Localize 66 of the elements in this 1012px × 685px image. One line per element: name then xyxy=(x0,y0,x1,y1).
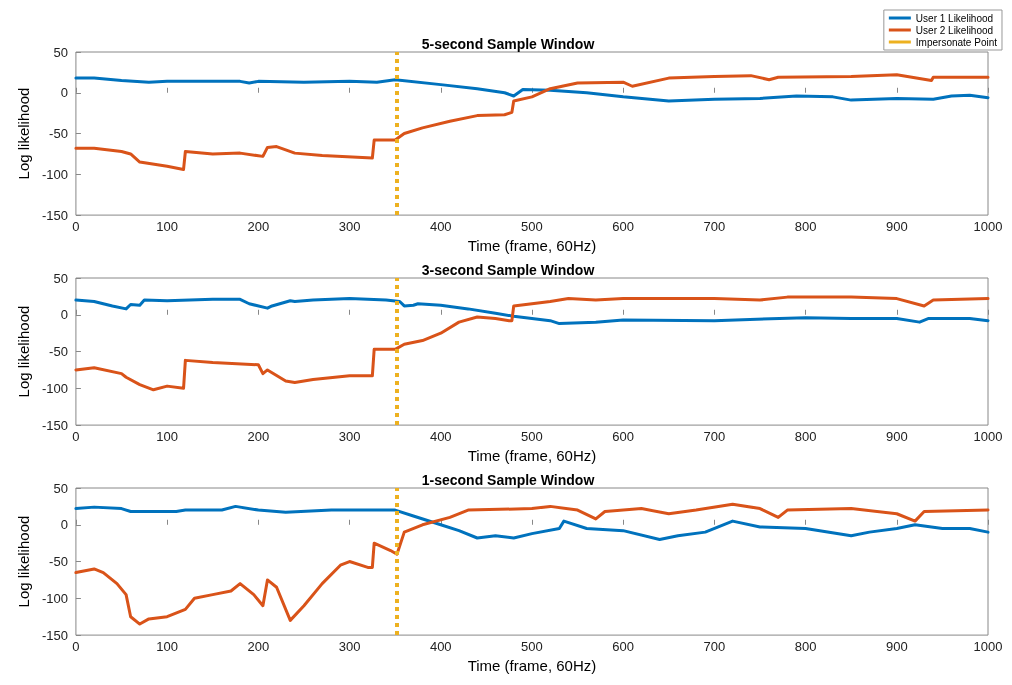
y-tick-label: 50 xyxy=(53,270,68,286)
y-tick-label: 50 xyxy=(53,480,68,496)
x-axis-title: Time (frame, 60Hz) xyxy=(467,657,597,674)
x-tick-label: 900 xyxy=(885,429,908,445)
x-axis-title: Time (frame, 60Hz) xyxy=(467,237,597,254)
chart-title: 5-second Sample Window xyxy=(421,36,595,52)
x-tick-label: 900 xyxy=(885,219,908,235)
x-tick-label: 700 xyxy=(703,429,726,445)
x-tick-label: 500 xyxy=(521,429,543,445)
x-tick-label: 0 xyxy=(72,219,80,235)
x-tick-label: 200 xyxy=(247,639,270,655)
chart-title: 3-second Sample Window xyxy=(421,262,595,278)
x-tick-label: 500 xyxy=(521,219,543,235)
y-tick-label: -50 xyxy=(49,344,68,360)
x-tick-label: 400 xyxy=(429,219,452,235)
x-tick-label: 900 xyxy=(885,639,908,655)
legend-label: User 1 Likelihood xyxy=(915,12,994,24)
x-tick-label: 200 xyxy=(247,429,270,445)
y-tick-label: 0 xyxy=(60,307,68,323)
legend-label: Impersonate Point xyxy=(915,36,998,48)
x-tick-label: 100 xyxy=(156,219,178,235)
chart-title: 1-second Sample Window xyxy=(421,472,595,488)
x-tick-label: 1000 xyxy=(973,219,1003,235)
x-tick-label: 600 xyxy=(612,219,635,235)
x-tick-label: 1000 xyxy=(973,639,1003,655)
y-tick-label: -100 xyxy=(41,380,68,396)
y-tick-label: 50 xyxy=(53,44,68,60)
line-series xyxy=(74,502,990,626)
x-tick-label: 700 xyxy=(703,639,726,655)
y-tick-label: -50 xyxy=(49,126,68,142)
x-tick-label: 1000 xyxy=(973,429,1003,445)
x-tick-label: 0 xyxy=(72,429,80,445)
line-series xyxy=(74,504,990,541)
x-tick-label: 600 xyxy=(612,429,635,445)
y-tick-label: -150 xyxy=(41,627,68,643)
x-tick-label: 700 xyxy=(703,219,726,235)
y-tick-label: -50 xyxy=(49,554,68,570)
x-tick-label: 500 xyxy=(521,639,543,655)
x-tick-label: 300 xyxy=(338,429,361,445)
x-tick-label: 300 xyxy=(338,639,361,655)
x-tick-label: 800 xyxy=(794,639,817,655)
x-tick-label: 100 xyxy=(156,639,178,655)
x-tick-label: 200 xyxy=(247,219,270,235)
x-tick-label: 300 xyxy=(338,219,361,235)
y-tick-label: -150 xyxy=(41,207,68,223)
line-series xyxy=(74,76,990,103)
y-tick-label: -100 xyxy=(41,590,68,606)
line-series xyxy=(74,295,990,392)
x-tick-label: 800 xyxy=(794,219,817,235)
x-axis-title: Time (frame, 60Hz) xyxy=(467,447,597,464)
x-tick-label: 600 xyxy=(612,639,635,655)
line-series xyxy=(74,297,990,326)
y-tick-label: 0 xyxy=(60,517,68,533)
line-series xyxy=(74,73,990,171)
x-tick-label: 100 xyxy=(156,429,178,445)
x-tick-label: 400 xyxy=(429,639,452,655)
y-tick-label: -100 xyxy=(41,166,68,182)
x-tick-label: 400 xyxy=(429,429,452,445)
y-tick-label: -150 xyxy=(41,417,68,433)
y-axis-title: Log likelihood xyxy=(15,87,32,180)
x-tick-label: 800 xyxy=(794,429,817,445)
x-tick-label: 0 xyxy=(72,639,80,655)
y-axis-title: Log likelihood xyxy=(15,305,32,398)
y-tick-label: 0 xyxy=(60,85,68,101)
y-axis-title: Log likelihood xyxy=(15,515,32,608)
legend-label: User 2 Likelihood xyxy=(915,24,994,36)
